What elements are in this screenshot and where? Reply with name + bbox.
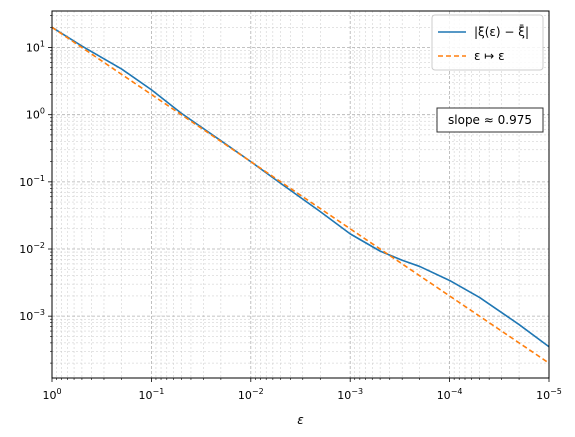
minor-grid: [52, 11, 549, 378]
series-line-identity: [51, 26, 550, 364]
legend-label-series-2: ε ↦ ε: [474, 49, 505, 63]
x-tick-label: 10−4: [437, 387, 463, 402]
y-tick-label: 100: [26, 107, 45, 122]
legend-box: [431, 14, 544, 71]
legend-label-series-1: |ξ(ε) − ξ̄|: [474, 25, 529, 39]
slope-annotation: slope ≈ 0.975: [436, 107, 544, 133]
series-line-xi-error: [51, 26, 550, 348]
y-tick-labels: 101 100 10−1 10−2 10−3: [19, 40, 45, 324]
ticks-layer: [48, 15, 550, 382]
series-layer: [51, 26, 550, 364]
x-axis-label: ε: [297, 413, 304, 427]
annotation-box: [436, 107, 544, 133]
y-tick-label: 10−2: [19, 241, 45, 256]
x-tick-labels: 100 10−1 10−2 10−3 10−4 10−5: [42, 387, 561, 402]
x-tick-label: 10−3: [337, 387, 363, 402]
annotation-text: slope ≈ 0.975: [448, 113, 532, 127]
y-tick-label: 101: [26, 40, 45, 55]
x-tick-label: 10−2: [238, 387, 264, 402]
x-tick-label: 10−5: [536, 387, 562, 402]
x-tick-label: 10−1: [139, 387, 165, 402]
x-tick-label: 100: [42, 387, 61, 402]
plot-frame: [51, 10, 550, 379]
y-tick-label: 10−3: [19, 308, 45, 323]
legend: |ξ(ε) − ξ̄| ε ↦ ε: [431, 14, 544, 71]
y-tick-label: 10−1: [19, 174, 45, 189]
